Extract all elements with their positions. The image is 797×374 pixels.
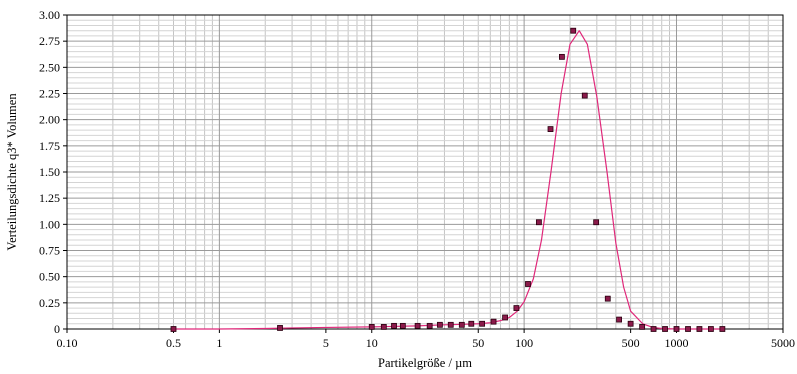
data-point-marker	[368, 324, 375, 330]
data-point-marker	[426, 322, 433, 329]
data-point-marker	[616, 316, 622, 323]
data-point-marker	[513, 305, 520, 311]
data-point-marker	[559, 53, 565, 60]
data-point-marker	[593, 219, 600, 226]
y-tick-label: 3.00	[39, 8, 60, 22]
x-tick-label: 5000	[771, 336, 795, 350]
x-axis-ticks: 0.10 0.5 1 5 10 50 100 500 1000 5000	[57, 329, 795, 350]
y-tick-label: 1.50	[39, 165, 60, 179]
data-point-marker	[639, 324, 646, 330]
y-tick-label: 2.50	[39, 60, 60, 74]
y-tick-label: 1.00	[39, 217, 60, 231]
x-tick-label: 1000	[664, 336, 688, 350]
data-point-marker	[447, 321, 454, 328]
data-point-marker	[581, 92, 588, 99]
series-layer	[170, 27, 726, 332]
data-point-marker	[468, 320, 475, 327]
data-point-marker	[662, 326, 668, 332]
y-tick-label: 0.75	[39, 244, 60, 258]
x-axis-title: Partikelgröße / µm	[378, 356, 472, 370]
data-point-marker	[525, 281, 531, 287]
data-point-marker	[627, 320, 634, 327]
x-tick-label: 5	[323, 336, 329, 350]
x-tick-label: 50	[472, 336, 484, 350]
data-point-marker	[436, 321, 443, 328]
data-point-marker	[277, 325, 283, 331]
y-tick-label: 2.75	[39, 34, 60, 48]
y-axis-ticks: 0 0.25 0.50 0.75 1.00 1.25 1.50 1.75 2.00 2.25 2.5…	[39, 8, 67, 336]
y-tick-label: 2.00	[39, 113, 60, 127]
data-point-marker	[570, 27, 577, 34]
data-point-marker	[490, 318, 497, 325]
data-point-marker	[696, 326, 703, 332]
x-tick-label: 10	[366, 336, 378, 350]
data-point-marker	[414, 322, 421, 329]
data-point-marker	[535, 219, 542, 226]
x-tick-label: 1	[216, 336, 222, 350]
x-tick-label: 100	[515, 336, 533, 350]
y-tick-label: 1.25	[39, 191, 60, 205]
data-point-marker	[502, 314, 508, 321]
y-tick-label: 1.75	[39, 139, 60, 153]
data-point-marker	[380, 324, 387, 330]
data-point-marker	[547, 126, 554, 132]
density-curve-line	[173, 30, 723, 330]
data-point-marker	[685, 326, 691, 332]
data-point-marker	[170, 326, 177, 332]
x-tick-label: 0.10	[57, 336, 78, 350]
data-point-marker	[458, 321, 465, 328]
data-point-marker	[604, 295, 611, 302]
data-point-marker	[391, 322, 397, 329]
y-tick-label: 0.50	[39, 270, 60, 284]
y-axis-title: Verteilungsdichte q3* Volumen	[5, 93, 19, 251]
y-tick-label: 0	[54, 322, 60, 336]
x-tick-label: 0.5	[166, 336, 181, 350]
data-point-marker	[708, 326, 714, 332]
data-point-marker	[650, 326, 657, 332]
x-tick-label: 500	[622, 336, 640, 350]
data-point-marker	[673, 326, 680, 332]
data-point-marker	[399, 322, 406, 329]
data-point-marker	[719, 326, 726, 332]
y-tick-label: 0.25	[39, 296, 60, 310]
y-tick-label: 2.25	[39, 87, 60, 101]
data-point-marker	[479, 320, 486, 327]
